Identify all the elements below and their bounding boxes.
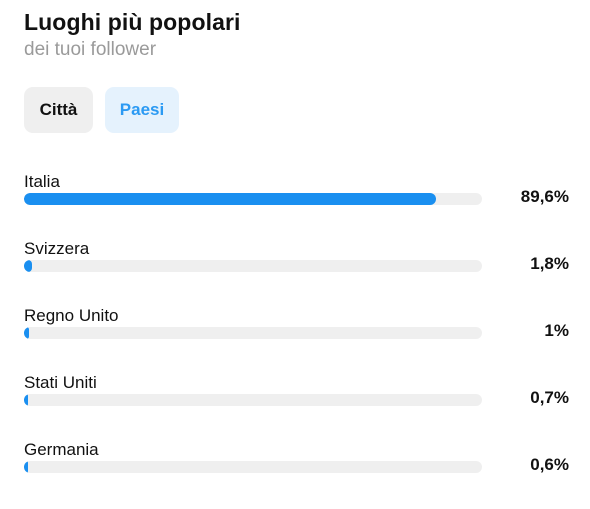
location-name: Italia xyxy=(24,172,60,191)
progress-track xyxy=(24,461,482,473)
location-row-svizzera: Svizzera 1,8% xyxy=(24,239,569,289)
location-percent: 1% xyxy=(544,321,569,340)
location-row-italia: Italia 89,6% xyxy=(24,172,569,222)
location-type-tabs: Città Paesi xyxy=(24,87,179,133)
location-name: Germania xyxy=(24,440,99,459)
progress-fill xyxy=(24,193,436,205)
progress-track xyxy=(24,394,482,406)
progress-fill xyxy=(24,461,28,473)
progress-fill xyxy=(24,394,28,406)
location-row-germania: Germania 0,6% xyxy=(24,440,569,490)
location-percent: 1,8% xyxy=(530,254,569,273)
location-percent: 89,6% xyxy=(520,187,569,206)
progress-track xyxy=(24,193,482,205)
location-row-regno-unito: Regno Unito 1% xyxy=(24,306,569,356)
progress-fill xyxy=(24,327,29,339)
progress-track xyxy=(24,327,482,339)
location-name: Regno Unito xyxy=(24,306,119,325)
location-percent: 0,7% xyxy=(530,388,569,407)
page-subtitle: dei tuoi follower xyxy=(24,39,157,60)
progress-track xyxy=(24,260,482,272)
tab-countries[interactable]: Paesi xyxy=(105,87,179,133)
location-name: Svizzera xyxy=(24,239,90,258)
location-percent: 0,6% xyxy=(530,455,569,474)
tab-cities[interactable]: Città xyxy=(24,87,93,133)
location-row-stati-uniti: Stati Uniti 0,7% xyxy=(24,373,569,423)
progress-fill xyxy=(24,260,33,272)
location-name: Stati Uniti xyxy=(24,373,97,392)
page-title: Luoghi più popolari xyxy=(24,9,241,35)
